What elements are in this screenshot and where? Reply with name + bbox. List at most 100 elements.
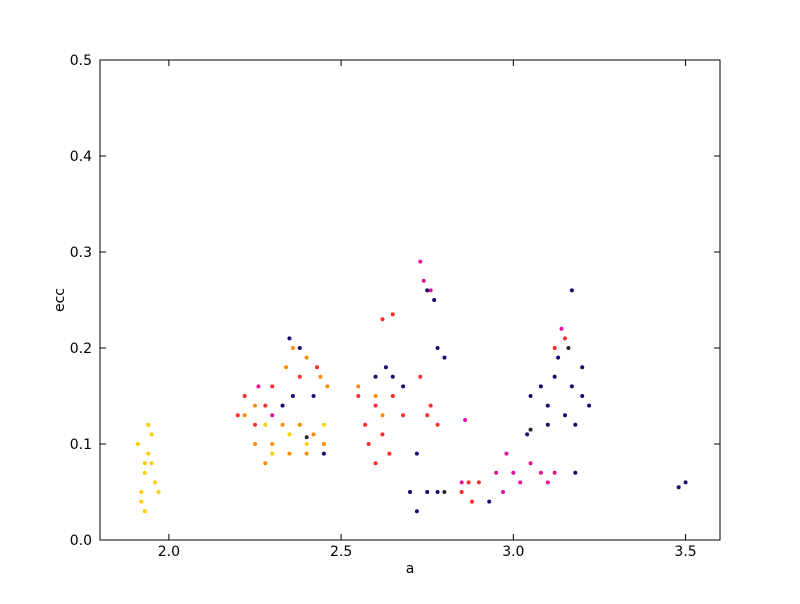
point [442,355,447,360]
point [563,336,567,341]
point [253,422,257,427]
point [487,499,492,504]
point [363,422,368,427]
point [253,442,257,446]
point [390,374,395,379]
y-tick-label: 0.2 [70,341,92,357]
point [418,374,423,379]
point [315,365,319,370]
x-tick-label: 2.0 [158,544,180,560]
point [263,422,268,427]
y-tick-label: 0.5 [70,53,92,69]
point [153,480,158,485]
point [270,413,275,418]
point [580,394,585,398]
y-tick-label: 0.0 [70,533,92,549]
x-tick-label: 3.5 [674,544,696,560]
point [459,480,464,485]
point [459,490,464,494]
point [545,403,550,408]
point [494,470,499,475]
point [390,312,395,317]
point [284,365,288,370]
point [538,384,543,389]
point [263,403,268,408]
point [290,346,295,350]
point [280,422,285,427]
point [146,422,151,427]
point [476,480,481,485]
point [287,451,292,456]
point [280,403,285,408]
point [545,422,550,427]
point [528,394,533,398]
point [149,432,154,437]
point [501,490,505,494]
point [425,288,430,293]
point [518,480,523,485]
y-tick-label: 0.3 [70,245,92,261]
point [401,413,406,418]
point [380,317,385,322]
point [242,413,247,418]
point [401,384,406,389]
point [142,461,147,466]
x-axis-label: a [406,561,415,577]
point [242,394,247,398]
point [528,461,533,466]
point [552,346,557,350]
point [356,384,361,389]
point [466,480,471,485]
point [552,374,557,379]
point [373,394,378,398]
point [256,384,261,389]
point [414,451,419,456]
point [552,470,557,475]
point [504,451,509,456]
point [528,427,533,432]
point [425,413,430,418]
point [428,403,433,408]
point [573,470,578,475]
point [383,365,388,370]
point [545,480,550,485]
plot-frame [99,59,721,541]
point [373,374,378,379]
point [511,470,516,475]
point [297,346,302,350]
point [414,509,419,514]
point [287,432,292,437]
point [297,422,302,427]
point [425,490,430,494]
point [142,509,147,514]
point [139,490,144,494]
point [556,355,561,360]
point [569,288,574,293]
point [304,451,309,456]
point [380,432,385,437]
point [373,461,378,466]
point [408,490,412,494]
point [432,298,437,302]
point [373,403,378,408]
point [325,384,330,389]
point [304,355,309,360]
point [676,485,681,490]
point [139,499,144,504]
point [442,490,447,494]
point [270,442,275,446]
point [156,490,161,494]
point [390,394,395,398]
y-tick-label: 0.4 [70,149,92,165]
point [683,480,688,485]
point [563,413,567,418]
point [566,346,571,350]
point [297,374,302,379]
point [311,394,316,398]
point [435,346,440,350]
point [573,422,578,427]
point [380,413,385,418]
point [290,394,295,398]
x-tick-label: 3.0 [502,544,524,560]
